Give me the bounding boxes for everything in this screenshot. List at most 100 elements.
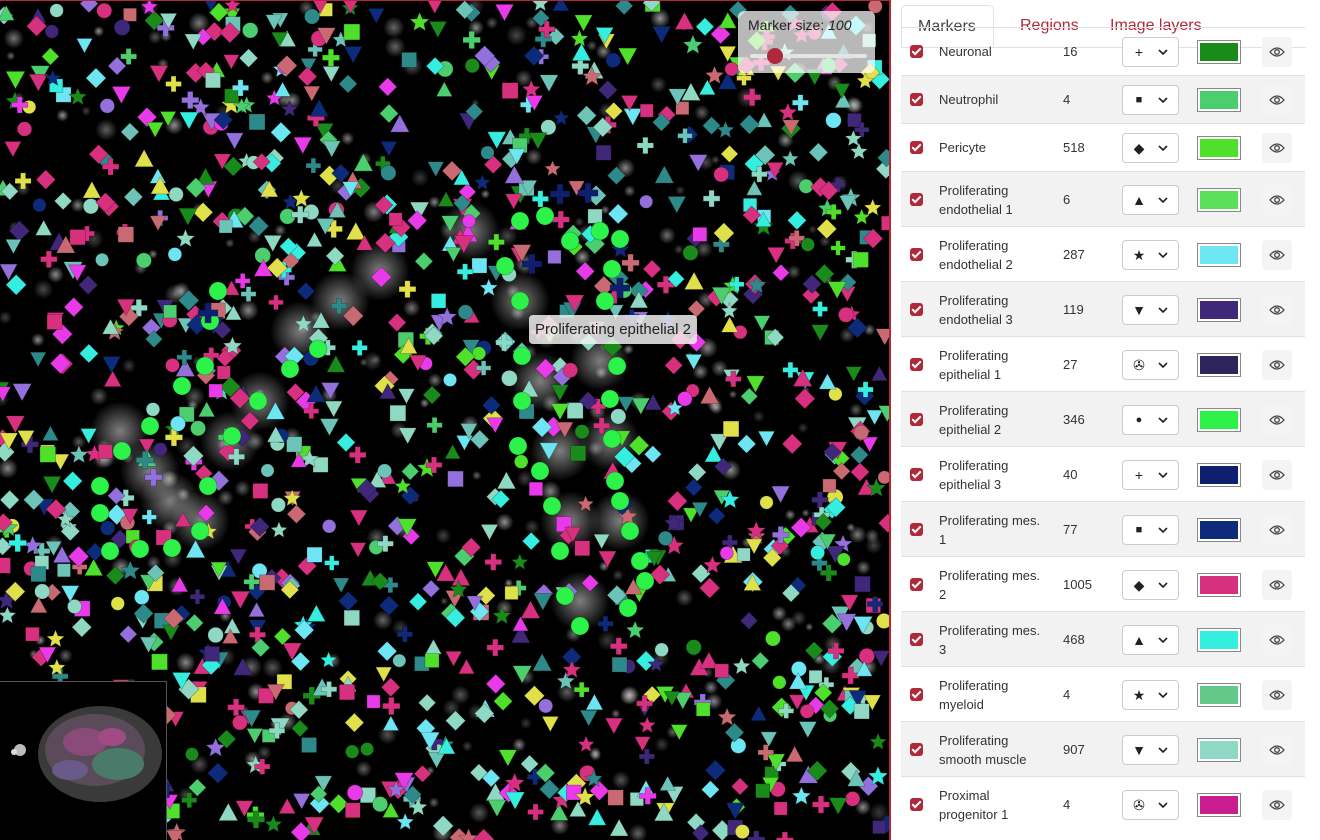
minimap[interactable] [0,681,167,840]
marker-shape-select[interactable]: ★ [1122,239,1179,270]
marker-color-swatch[interactable] [1197,297,1241,322]
marker-color-swatch[interactable] [1197,242,1241,267]
panel-divider[interactable] [889,0,891,840]
marker-name: Proliferating endothelial 3 [939,292,1013,327]
marker-shape-select[interactable]: ▼ [1122,734,1179,765]
marker-color-swatch[interactable] [1197,462,1241,487]
marker-color-swatch[interactable] [1197,792,1241,817]
marker-visibility-checkbox[interactable] [910,412,923,426]
marker-visibility-checkbox[interactable] [910,141,923,154]
tab-image-layers[interactable]: Image layers [1110,17,1202,34]
eye-icon[interactable] [1262,734,1292,765]
marker-shape-select[interactable]: ◆ [1122,133,1179,163]
marker-row: Proliferating epithelial 2 346 ● [901,391,1305,446]
eye-icon[interactable] [1262,789,1292,820]
marker-color-swatch[interactable] [1197,572,1241,597]
marker-size-slider-thumb[interactable] [767,48,783,64]
marker-color-swatch[interactable] [1197,136,1241,160]
eye-icon[interactable] [1262,404,1292,435]
marker-visibility-checkbox[interactable] [910,632,923,646]
marker-visibility-checkbox[interactable] [910,522,923,536]
marker-visibility-checkbox[interactable] [910,247,923,261]
eye-icon[interactable] [1262,679,1292,710]
marker-name: Proliferating epithelial 2 [939,402,1009,437]
eye-icon[interactable] [1262,294,1292,325]
pinwheel-icon: ✇ [1133,356,1145,373]
marker-visibility-checkbox[interactable] [910,577,923,591]
marker-shape-select[interactable]: + [1122,37,1179,67]
eye-icon[interactable] [1262,184,1292,215]
chevron-down-icon [1158,801,1168,808]
marker-shape-select[interactable]: ✇ [1122,349,1179,380]
marker-name: Proliferating epithelial 3 [939,457,1009,492]
marker-count: 518 [1063,140,1085,155]
marker-row: Neutrophil 4 ■ [901,75,1305,123]
marker-row: Proliferating epithelial 1 27 ✇ [901,336,1305,391]
marker-visibility-checkbox[interactable] [910,467,923,481]
square-icon: ■ [1135,523,1143,536]
pinwheel-icon: ✇ [1133,796,1145,813]
chevron-down-icon [1158,581,1168,588]
eye-icon[interactable] [1262,624,1292,655]
eye-icon[interactable] [1262,349,1292,380]
eye-icon[interactable] [1262,239,1292,270]
marker-color-swatch[interactable] [1197,517,1241,542]
chevron-down-icon [1158,306,1168,313]
marker-shape-select[interactable]: ▲ [1122,184,1179,215]
marker-visibility-checkbox[interactable] [910,797,923,811]
marker-name: Proliferating epithelial 1 [939,347,1009,382]
marker-visibility-checkbox[interactable] [910,742,923,756]
marker-shape-select[interactable]: ★ [1122,679,1179,710]
chevron-down-icon [1158,746,1168,753]
marker-name: Proliferating mes. 2 [939,567,1041,602]
marker-name: Proliferating endothelial 1 [939,182,1013,217]
chevron-down-icon [1158,145,1168,152]
marker-shape-select[interactable]: ✇ [1122,789,1179,820]
chevron-down-icon [1158,97,1168,104]
marker-visibility-checkbox[interactable] [910,93,923,106]
image-viewer[interactable]: Marker size: 100 Proliferating epithelia… [0,0,889,840]
marker-color-swatch[interactable] [1197,352,1241,377]
marker-color-swatch[interactable] [1197,40,1241,64]
chevron-down-icon [1158,196,1168,203]
tab-markers[interactable]: Markers [901,5,994,47]
marker-color-swatch[interactable] [1197,627,1241,652]
marker-visibility-checkbox[interactable] [910,357,923,371]
marker-color-swatch[interactable] [1197,682,1241,707]
marker-shape-select[interactable]: ◆ [1122,569,1179,600]
marker-color-swatch[interactable] [1197,737,1241,762]
marker-shape-select[interactable]: ▼ [1122,294,1179,325]
marker-tooltip: Proliferating epithelial 2 [529,315,697,344]
marker-shape-select[interactable]: ● [1122,404,1179,435]
cross-icon: + [1134,44,1144,60]
tab-regions[interactable]: Regions [1020,17,1079,34]
marker-visibility-checkbox[interactable] [910,192,923,206]
eye-icon[interactable] [1262,37,1292,67]
marker-shape-select[interactable]: ■ [1122,85,1179,115]
eye-icon[interactable] [1262,459,1292,490]
eye-icon[interactable] [1262,85,1292,115]
triangle-down-icon: ▼ [1132,301,1146,318]
marker-shape-select[interactable]: ▲ [1122,624,1179,655]
diamond-icon: ◆ [1133,576,1145,593]
marker-visibility-checkbox[interactable] [910,687,923,701]
marker-name: Neutrophil [939,92,999,107]
marker-count: 907 [1063,741,1085,757]
marker-name: Proximal progenitor 1 [939,787,1009,822]
triangle-down-icon: ▼ [1132,741,1146,758]
eye-icon[interactable] [1262,514,1292,545]
eye-icon[interactable] [1262,133,1292,163]
marker-shape-select[interactable]: ■ [1122,514,1179,545]
marker-shape-select[interactable]: + [1122,459,1179,490]
marker-color-swatch[interactable] [1197,187,1241,212]
marker-color-swatch[interactable] [1197,407,1241,432]
marker-visibility-checkbox[interactable] [910,45,923,58]
marker-color-swatch[interactable] [1197,88,1241,112]
marker-size-slider-track[interactable] [750,54,867,58]
marker-count: 346 [1063,411,1085,427]
marker-visibility-checkbox[interactable] [910,302,923,316]
marker-name: Proliferating smooth muscle [939,732,1027,767]
marker-count: 4 [1063,796,1071,812]
eye-icon[interactable] [1262,569,1292,600]
marker-list[interactable]: Neuronal 16 + Neutrophil 4 ■ Pericyte 518 ◆ Proli… [891,27,1309,840]
